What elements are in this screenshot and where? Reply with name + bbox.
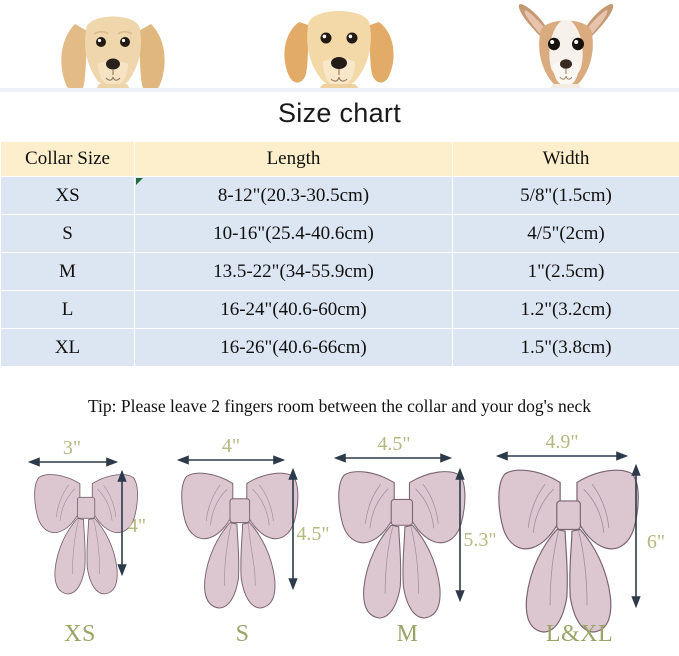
cell-length-xl: 16-26"(40.6-66cm) bbox=[134, 328, 453, 367]
header-width: Width bbox=[452, 141, 679, 177]
bow-lxl-illustration: 4.9" bbox=[495, 432, 665, 633]
bow-m-width-label: 4.5" bbox=[377, 433, 410, 455]
cell-width-xl: 1.5"(3.8cm) bbox=[452, 328, 679, 367]
bow-m-width-arrow bbox=[333, 453, 453, 463]
bow-size-diagrams: 3" bbox=[0, 432, 679, 656]
bow-size-label-xs: XS bbox=[64, 621, 96, 647]
bow-s-width-label: 4" bbox=[222, 435, 240, 457]
header-length: Length bbox=[134, 141, 453, 177]
size-chart-table: Collar Size Length Width XS 8-12"(20.3-3… bbox=[0, 141, 679, 367]
dog-photo-strip bbox=[0, 0, 679, 92]
bow-xs-width-label: 3" bbox=[63, 437, 81, 459]
photo-strip-baseline bbox=[0, 88, 679, 92]
cell-size-xl: XL bbox=[0, 328, 135, 367]
chihuahua-icon bbox=[518, 4, 614, 92]
cell-size-m: M bbox=[0, 252, 135, 291]
cell-size-s: S bbox=[0, 214, 135, 253]
bow-s-height-label: 4.5" bbox=[296, 523, 329, 545]
table-row: L 16-24"(40.6-60cm) 1.2"(3.2cm) bbox=[0, 290, 679, 329]
cell-length-xs: 8-12"(20.3-30.5cm) bbox=[134, 176, 453, 215]
bow-diagram-xs: 3" bbox=[0, 432, 160, 656]
photo-golden-retriever-puppy bbox=[226, 0, 453, 92]
cell-size-l: L bbox=[0, 290, 135, 329]
cell-width-l: 1.2"(3.2cm) bbox=[452, 290, 679, 329]
bow-m-height-label: 5.3" bbox=[463, 529, 495, 551]
bow-m-illustration: 4.5" bbox=[333, 433, 495, 619]
tip-text: Tip: Please leave 2 fingers room between… bbox=[87, 396, 592, 416]
bow-size-label-lxl: L&XL bbox=[545, 621, 614, 647]
bow-s-height-arrow bbox=[288, 467, 298, 591]
cocker-spaniel-icon bbox=[61, 16, 165, 92]
photo-chihuahua-puppy bbox=[453, 0, 679, 92]
cell-length-l: 16-24"(40.6-60cm) bbox=[134, 290, 453, 329]
cell-length-m: 13.5-22"(34-55.9cm) bbox=[134, 252, 453, 291]
bow-xs-width-arrow bbox=[27, 457, 119, 467]
table-row: XL 16-26"(40.6-66cm) 1.5"(3.8cm) bbox=[0, 328, 679, 367]
bow-diagram-l-xl: 4.9" bbox=[480, 432, 679, 656]
bow-shape bbox=[34, 474, 138, 595]
bow-shape bbox=[181, 472, 299, 609]
cell-width-xs: 5/8"(1.5cm) bbox=[452, 176, 679, 215]
golden-retriever-icon bbox=[284, 11, 394, 92]
bow-xs-height-label: 4" bbox=[128, 515, 146, 537]
cell-size-xs: XS bbox=[0, 176, 135, 215]
cell-length-s: 10-16"(25.4-40.6cm) bbox=[134, 214, 453, 253]
bow-lxl-width-arrow bbox=[495, 451, 629, 461]
cell-width-m: 1"(2.5cm) bbox=[452, 252, 679, 291]
header-collar-size: Collar Size bbox=[0, 141, 135, 177]
bow-diagram-s: 4" bbox=[155, 432, 330, 656]
bow-shape bbox=[338, 471, 466, 619]
bow-s-illustration: 4" bbox=[176, 435, 330, 609]
bow-size-label-m: M bbox=[396, 621, 419, 647]
bow-xs-illustration: 3" bbox=[27, 437, 146, 595]
bow-shape bbox=[498, 469, 639, 633]
bow-xs-height-arrow bbox=[117, 469, 127, 577]
bow-size-label-s: S bbox=[235, 621, 250, 647]
bow-diagram-m: 4.5" bbox=[320, 432, 495, 656]
photo-cocker-spaniel-puppy bbox=[0, 0, 226, 92]
cell-width-s: 4/5"(2cm) bbox=[452, 214, 679, 253]
page-title: Size chart bbox=[277, 98, 402, 128]
table-row: XS 8-12"(20.3-30.5cm) 5/8"(1.5cm) bbox=[0, 176, 679, 215]
bow-lxl-width-label: 4.9" bbox=[545, 432, 578, 453]
table-row: M 13.5-22"(34-55.9cm) 1"(2.5cm) bbox=[0, 252, 679, 291]
table-row: S 10-16"(25.4-40.6cm) 4/5"(2cm) bbox=[0, 214, 679, 253]
bow-lxl-height-label: 6" bbox=[647, 531, 665, 553]
bow-s-width-arrow bbox=[176, 455, 286, 465]
bow-m-height-arrow bbox=[455, 467, 465, 603]
bow-lxl-height-arrow bbox=[631, 463, 641, 609]
table-header-row: Collar Size Length Width bbox=[0, 141, 679, 177]
